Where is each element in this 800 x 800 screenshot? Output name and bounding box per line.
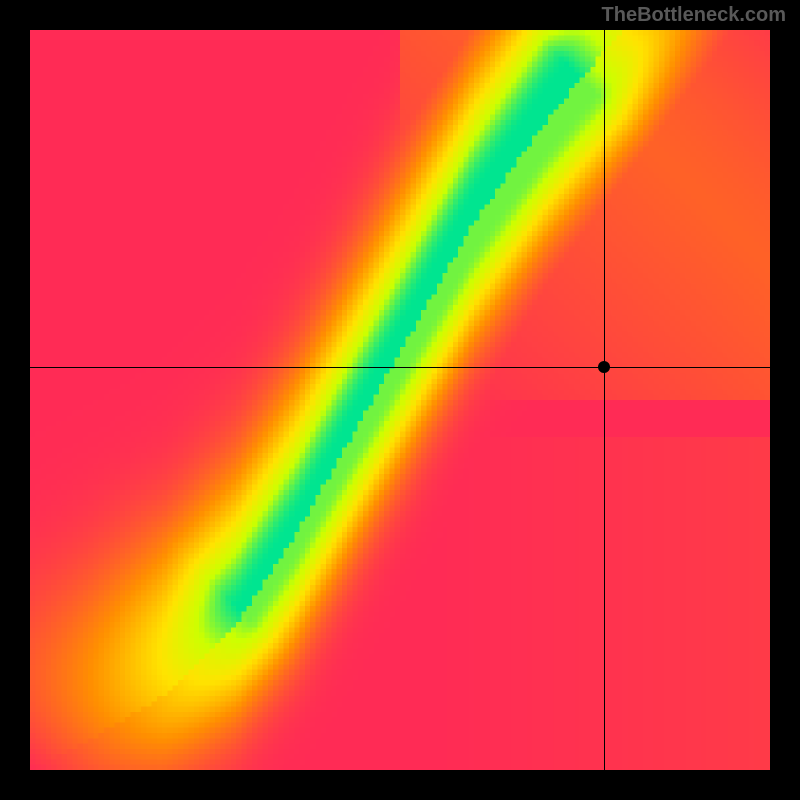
heatmap-canvas — [30, 30, 770, 770]
heatmap-plot — [30, 30, 770, 770]
crosshair-horizontal — [30, 367, 770, 368]
crosshair-vertical — [604, 30, 605, 770]
crosshair-marker — [598, 361, 610, 373]
watermark-text: TheBottleneck.com — [602, 4, 786, 27]
